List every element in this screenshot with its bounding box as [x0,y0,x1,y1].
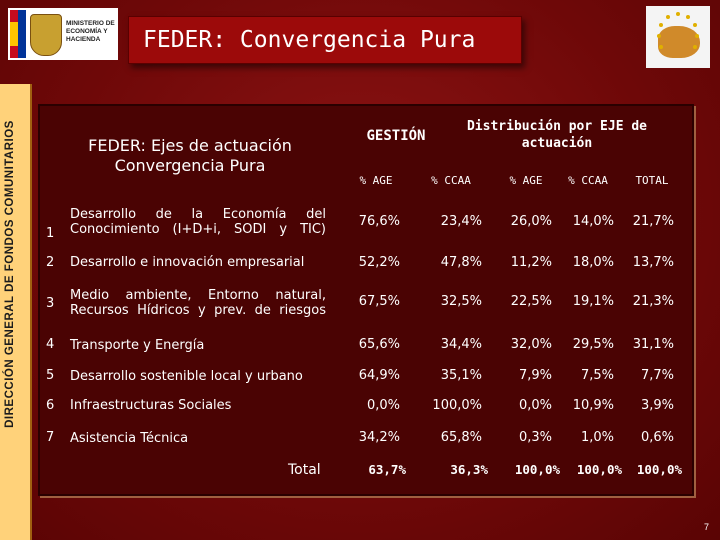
row-label: Asistencia Técnica [70,431,189,446]
row-number: 5 [46,368,55,383]
table-cell: 32,0% [510,337,552,352]
spain-flag-icon [10,10,18,58]
table-cell: 1,0% [580,430,614,445]
row-label: Desarrollo de la Economía del Conocimien… [70,207,326,237]
table-cell: 64,9% [358,368,400,383]
table-cell: 14,0% [572,214,614,229]
table-cell: 34,4% [440,337,482,352]
table-cell: 11,2% [510,255,552,270]
table-cell: 32,5% [440,294,482,309]
column-header: TOTAL [635,174,669,187]
table-panel [38,104,694,496]
table-cell: 22,5% [510,294,552,309]
table-cell: 18,0% [572,255,614,270]
row-label: Medio ambiente, Entorno natural, Recurso… [70,288,326,318]
table-cell: 0,3% [518,430,552,445]
table-cell: 67,5% [358,294,400,309]
page-number: 7 [704,522,710,532]
table-cell: 29,5% [572,337,614,352]
row-number: 2 [46,255,55,270]
total-cell: 100,0% [576,462,622,477]
table-cell: 19,1% [572,294,614,309]
axes-header: FEDER: Ejes de actuación Convergencia Pu… [88,136,292,175]
column-header: % AGE [509,174,543,187]
table-cell: 0,6% [640,430,674,445]
row-label: Desarrollo e innovación empresarial [70,255,305,270]
table-cell: 13,7% [632,255,674,270]
total-cell: 100,0% [636,462,682,477]
title-bar: FEDER: Convergencia Pura [128,16,522,64]
side-band [0,84,32,540]
map-icon [658,26,700,58]
eu-band-icon [18,10,26,58]
table-cell: 35,1% [440,368,482,383]
row-number: 6 [46,398,55,413]
total-cell: 36,3% [450,462,488,477]
total-label: Total [288,462,321,478]
total-cell: 100,0% [514,462,560,477]
column-header: % CCAA [568,174,608,187]
row-number: 3 [46,296,55,311]
row-label: Desarrollo sostenible local y urbano [70,369,303,384]
eu-map-logo [646,6,710,68]
logo-text: MINISTERIO DE ECONOMÍA Y HACIENDA [66,20,115,43]
column-header: % CCAA [431,174,471,187]
row-label: Transporte y Energía [70,338,205,353]
table-cell: 31,1% [632,337,674,352]
total-cell: 63,7% [368,462,406,477]
coat-of-arms-icon [30,14,62,56]
distribution-header: Distribución por EJE de actuación [466,119,647,151]
table-cell: 52,2% [358,255,400,270]
side-vertical-text: DIRECCIÓN GENERAL DE FONDOS COMUNITARIOS [4,120,16,428]
table-cell: 7,9% [518,368,552,383]
row-number: 1 [46,226,55,241]
table-cell: 21,7% [632,214,674,229]
table-cell: 65,6% [358,337,400,352]
table-cell: 26,0% [510,214,552,229]
row-label: Infraestructuras Sociales [70,398,232,413]
table-cell: 10,9% [572,398,614,413]
table-cell: 7,7% [640,368,674,383]
gestion-header: GESTIÓN [366,128,426,144]
table-cell: 23,4% [440,214,482,229]
ministry-logo: MINISTERIO DE ECONOMÍA Y HACIENDA [8,8,118,60]
row-number: 7 [46,430,55,445]
table-cell: 76,6% [358,214,400,229]
column-header: % AGE [359,174,393,187]
row-number: 4 [46,337,55,352]
table-cell: 65,8% [440,430,482,445]
table-cell: 3,9% [640,398,674,413]
table-cell: 100,0% [432,398,482,413]
table-cell: 21,3% [632,294,674,309]
table-cell: 34,2% [358,430,400,445]
table-cell: 0,0% [366,398,400,413]
table-cell: 47,8% [440,255,482,270]
table-cell: 7,5% [580,368,614,383]
eu-stars-icon [657,12,699,49]
table-cell: 0,0% [518,398,552,413]
slide-title: FEDER: Convergencia Pura [143,27,476,53]
